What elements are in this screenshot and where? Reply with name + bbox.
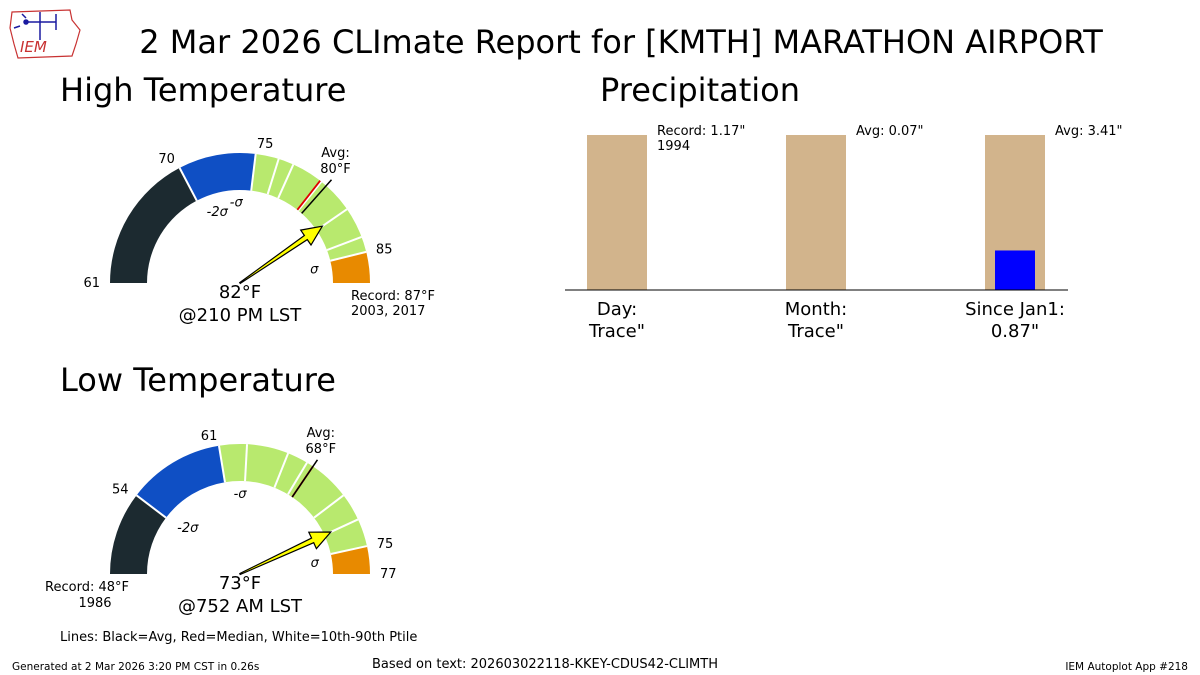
observed-value: 82°F <box>219 282 261 303</box>
gauge-tick-label: 54 <box>112 482 129 497</box>
percentile-line <box>330 250 367 262</box>
gauge-band <box>330 546 370 574</box>
reference-label: Avg: 3.41" <box>1055 124 1123 139</box>
iem-logo: IEM <box>9 9 81 59</box>
percentile-line <box>277 164 295 199</box>
percentile-line <box>287 462 308 495</box>
value-label: Trace" <box>588 321 645 342</box>
record-label: Record: 87°F <box>351 289 435 304</box>
percentile-line <box>273 452 290 488</box>
value-label: 0.87" <box>991 321 1039 342</box>
low-temp-title: Low Temperature <box>60 361 336 399</box>
gauge-band <box>330 251 370 283</box>
gauge-band <box>179 152 256 201</box>
observed-time: @210 PM LST <box>179 305 303 326</box>
percentile-line <box>313 494 345 519</box>
sigma-label: σ <box>310 263 319 278</box>
value-label: Trace" <box>787 321 844 342</box>
percentile-line <box>297 181 323 212</box>
sigma-label: -σ <box>234 487 248 502</box>
logo-text: IEM <box>20 38 47 56</box>
footer-generated: Generated at 2 Mar 2026 3:20 PM CST in 0… <box>12 661 259 673</box>
record-years: 1986 <box>78 596 111 611</box>
gauge-band <box>110 495 166 574</box>
gauge-band <box>136 445 225 518</box>
observed-bar <box>995 250 1035 290</box>
sigma-label: σ <box>311 556 320 571</box>
average-value: 80°F <box>320 162 351 177</box>
percentile-line <box>330 545 368 555</box>
percentile-line <box>326 235 362 251</box>
legend-note: Lines: Black=Avg, Red=Median, White=10th… <box>60 630 417 645</box>
percentile-line <box>244 444 249 482</box>
median-line <box>296 180 321 211</box>
gauge-tick-label: 77 <box>380 567 397 582</box>
high-temp-title: High Temperature <box>60 71 346 109</box>
reference-label: Record: 1.17" <box>657 124 745 139</box>
percentile-line <box>266 158 280 195</box>
average-line <box>301 179 333 214</box>
average-label: Avg: <box>307 426 335 441</box>
observed-time: @752 AM LST <box>178 596 303 617</box>
gauge-tick-label: 61 <box>201 429 218 444</box>
percentile-line <box>217 445 226 483</box>
percentile-line <box>135 494 167 519</box>
precip-title: Precipitation <box>600 71 800 109</box>
record-years: 2003, 2017 <box>351 304 425 319</box>
observed-arrow <box>239 531 333 576</box>
gauge-band <box>218 444 367 555</box>
gauge-tick-label: 85 <box>376 242 393 257</box>
average-line <box>291 459 319 498</box>
category-label: Day: <box>597 299 637 320</box>
reference-label: Avg: 0.07" <box>856 124 924 139</box>
gauge-tick-label: 75 <box>257 137 274 152</box>
percentile-line <box>178 167 198 202</box>
sigma-label: -2σ <box>177 521 199 536</box>
category-label: Month: <box>785 299 847 320</box>
category-label: Since Jan1: <box>965 299 1065 320</box>
gauge-band <box>110 167 197 283</box>
high-temperature-gauge: Avg:80°F 61 70 75 85 -2σ-σ σ 82°F@210 PM LST Rec… <box>83 137 435 326</box>
footer-based-on: Based on text: 202603022118-KKEY-CDUS42-… <box>372 657 718 672</box>
page-title: 2 Mar 2026 CLImate Report for [KMTH] MAR… <box>139 23 1103 61</box>
observed-arrow <box>238 225 324 285</box>
record-label: Record: 48°F <box>45 580 129 595</box>
reference-label: 1994 <box>657 139 690 154</box>
gauge-tick-label: 70 <box>158 152 175 167</box>
reference-bar <box>587 135 647 290</box>
observed-value: 73°F <box>219 573 261 594</box>
footer-app: IEM Autoplot App #218 <box>1065 661 1188 673</box>
sigma-label: -σ <box>230 196 244 211</box>
weather-station-icon <box>13 12 57 40</box>
gauge-tick-label: 61 <box>83 276 100 291</box>
reference-bar <box>786 135 846 290</box>
average-value: 68°F <box>306 442 337 457</box>
gauge-tick-label: 75 <box>377 537 394 552</box>
low-temperature-gauge: Avg:68°F 54 61 75 77 -2σ -σ σ 73°F@752 AM LST Rec… <box>45 426 397 617</box>
sigma-label: -2σ <box>207 205 229 220</box>
average-label: Avg: <box>321 146 349 161</box>
gauge-band <box>251 153 367 261</box>
percentile-line <box>250 153 257 191</box>
